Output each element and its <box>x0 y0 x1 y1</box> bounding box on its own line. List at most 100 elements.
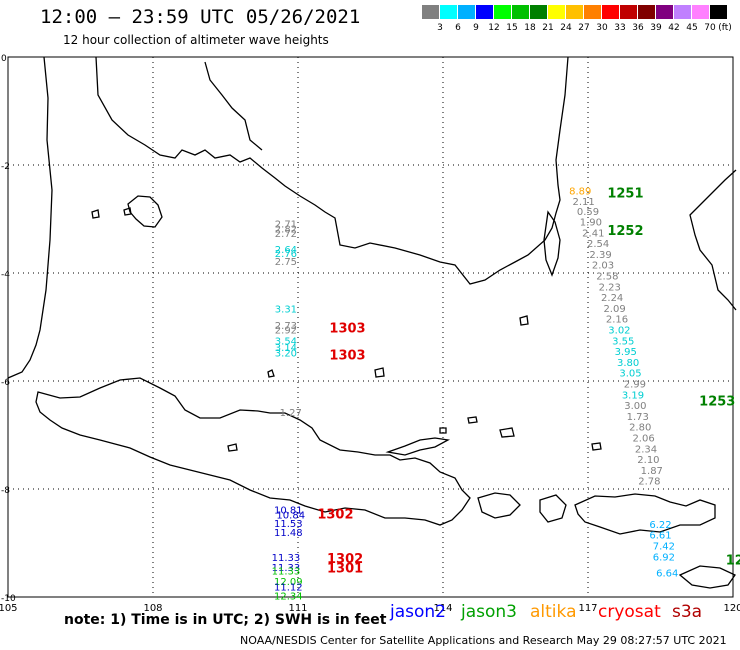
wave-height-value: 2.06 <box>632 433 654 444</box>
wave-height-value: 2.76 <box>275 249 297 260</box>
wave-height-value: 11.33 <box>272 563 301 574</box>
wave-height-value: 8.89 <box>569 187 591 198</box>
wave-height-value: 3.80 <box>617 358 639 369</box>
longitude-tick-label: 117 <box>578 603 597 614</box>
wave-height-value: 2.11 <box>573 197 595 208</box>
longitude-tick-label: 111 <box>288 603 307 614</box>
color-swatch <box>602 5 619 19</box>
color-scale-label: 24 <box>560 23 572 33</box>
satellite-legend-entry: jason3 <box>461 602 517 622</box>
wave-height-value: 6.22 <box>649 520 671 531</box>
pass-time-label: 1301 <box>327 562 363 577</box>
axis-tick-labels: 105 108 111 114 117 120 0 -2 -4 -6 -8 -10 <box>0 54 740 614</box>
wave-height-value: 11.33 <box>272 553 301 564</box>
color-swatch <box>638 5 655 19</box>
latitude-tick-label: -8 <box>1 486 10 496</box>
color-swatch <box>656 5 673 19</box>
wave-height-value: 2.41 <box>582 228 604 239</box>
latitude-tick-label: -10 <box>1 594 16 604</box>
color-scale-label: 9 <box>473 23 479 33</box>
latitude-tick-label: 0 <box>1 54 7 64</box>
color-swatch <box>422 5 439 19</box>
color-swatch <box>692 5 709 19</box>
color-scale-label: 21 <box>542 23 554 33</box>
satellite-legend-entry: altika <box>530 602 577 622</box>
longitude-tick-label: 105 <box>0 603 18 614</box>
color-swatch <box>494 5 511 19</box>
satellite-legend-entry: jason2 <box>390 602 446 622</box>
latitude-tick-label: -4 <box>1 270 10 280</box>
wave-height-value: 2.80 <box>629 423 651 434</box>
latitude-tick-label: -6 <box>1 378 10 388</box>
color-scale-label: 33 <box>614 23 626 33</box>
wave-height-value: 3.95 <box>615 347 637 358</box>
color-scale-label: 27 <box>578 23 590 33</box>
pass-time-label: 1252 <box>607 224 643 239</box>
wave-height-value: 2.23 <box>599 282 621 293</box>
pass-time-label: 125 <box>726 554 740 569</box>
wave-height-value: 3.54 <box>275 336 297 347</box>
wave-height-value: 11.33 <box>272 566 301 577</box>
wave-height-value: 2.09 <box>603 304 625 315</box>
pass-time-label: 1302 <box>317 508 353 523</box>
color-swatch <box>584 5 601 19</box>
wave-height-value: 3.05 <box>619 369 641 380</box>
satellite-legend-entry: cryosat <box>598 602 661 622</box>
coastline <box>7 56 737 589</box>
map-grid <box>7 56 734 598</box>
color-swatch <box>548 5 565 19</box>
color-scale-label: 45 <box>686 23 698 33</box>
credit-line: NOAA/NESDIS Center for Satellite Applica… <box>240 634 727 647</box>
chart-title: 12:00 — 23:59 UTC 05/26/2021 <box>40 6 361 28</box>
color-scale-label: 18 <box>524 23 536 33</box>
latitude-tick-label: -2 <box>1 162 10 172</box>
wave-height-value: 3.02 <box>608 325 630 336</box>
wave-height-value: 3.20 <box>275 349 297 360</box>
wave-height-value: 3.55 <box>612 336 634 347</box>
wave-height-value: 10.84 <box>276 511 305 522</box>
longitude-tick-label: 120 <box>723 603 740 614</box>
wave-height-value: 11.12 <box>274 583 303 594</box>
footnote: note: 1) Time is in UTC; 2) SWH is in fe… <box>64 612 387 628</box>
wave-height-value: 2.39 <box>589 250 611 261</box>
wave-height-value: 11.48 <box>274 528 303 539</box>
longitude-tick-label: 108 <box>143 603 162 614</box>
color-swatch <box>458 5 475 19</box>
wave-height-value: 2.34 <box>635 444 657 455</box>
map-frame <box>7 56 734 598</box>
color-scale-units: (ft) <box>718 23 732 33</box>
wave-height-value: 2.78 <box>638 477 660 488</box>
wave-height-value: 6.92 <box>653 552 675 563</box>
color-scale-label: 15 <box>506 23 518 33</box>
color-swatch <box>566 5 583 19</box>
color-swatch <box>512 5 529 19</box>
wave-height-value: 10.81 <box>274 505 303 516</box>
wave-height-value: 2.72 <box>275 229 297 240</box>
color-scale-label: 36 <box>632 23 644 33</box>
longitude-tick-label: 114 <box>433 603 452 614</box>
wave-height-value: 3.19 <box>622 390 644 401</box>
wave-height-value: 2.24 <box>601 293 623 304</box>
wave-height-value: 2.64 <box>275 245 297 256</box>
satellite-legend-entry: s3a <box>672 602 703 622</box>
pass-time-label: 1251 <box>607 186 643 201</box>
pass-time-label: 1253 <box>699 394 735 409</box>
wave-height-value: 1.73 <box>627 412 649 423</box>
color-swatch <box>710 5 727 19</box>
wave-height-value: 1.90 <box>580 217 602 228</box>
wave-height-value: 2.10 <box>637 455 659 466</box>
wave-height-value: 2.99 <box>624 379 646 390</box>
wave-height-value: 6.61 <box>649 531 671 542</box>
color-swatch <box>530 5 547 19</box>
wave-height-value: 11.53 <box>274 519 303 530</box>
wave-height-readings: 8.892.110.591.902.412.542.392.032.582.23… <box>272 186 740 602</box>
color-scale-label: 12 <box>488 23 500 33</box>
color-swatch <box>476 5 493 19</box>
wave-height-value: 3.00 <box>624 401 646 412</box>
color-scale-label: 6 <box>455 23 461 33</box>
wave-height-value: 2.71 <box>275 220 297 231</box>
pass-time-label: 1303 <box>329 321 365 336</box>
color-swatch <box>674 5 691 19</box>
wave-height-value: 3.31 <box>275 304 297 315</box>
wave-height-value: 2.73 <box>275 321 297 332</box>
